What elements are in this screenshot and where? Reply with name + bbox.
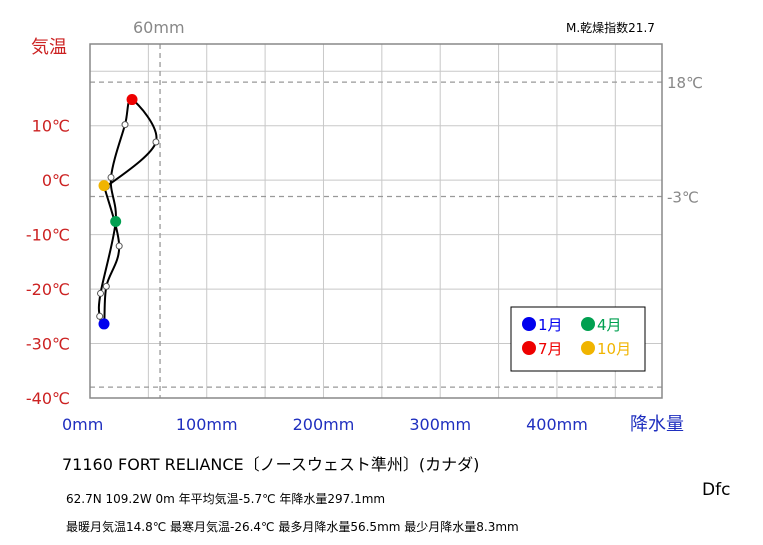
- legend-label-1: 1月: [538, 316, 563, 334]
- x-tick-label: 400mm: [526, 415, 588, 434]
- month-point-12: [102, 282, 110, 290]
- legend-label-10: 10月: [597, 340, 631, 358]
- station-title: 71160 FORT RELIANCE〔ノースウェスト準州〕(カナダ): [62, 455, 480, 474]
- precip-marker-label: 60mm: [133, 18, 185, 37]
- y-tick-label: 0℃: [42, 171, 70, 190]
- month-point-8: [152, 138, 160, 146]
- month-point-5: [107, 173, 115, 181]
- month-points: [96, 94, 160, 330]
- y-tick-label: -20℃: [26, 280, 70, 299]
- climate-curve-path: [97, 98, 158, 327]
- month-point-10: [98, 180, 110, 192]
- legend: 1月 4月 7月 10月: [510, 306, 646, 372]
- x-tick-label: 0mm: [62, 415, 103, 434]
- station-coords: 62.7N 109.2W 0m 年平均気温-5.7℃ 年降水量297.1mm: [66, 492, 386, 506]
- legend-dot-4: [581, 317, 595, 331]
- dryness-index: M.乾燥指数21.7: [566, 20, 655, 35]
- month-point-6: [121, 121, 129, 129]
- month-point-3: [97, 289, 105, 297]
- ref-line-label: -3℃: [667, 188, 699, 206]
- y-tick-label: 10℃: [32, 117, 70, 136]
- month-point-7: [126, 94, 138, 106]
- ref-line-label: 18℃: [667, 74, 703, 92]
- y-tick-label: -10℃: [26, 226, 70, 245]
- y-tick-label: -30℃: [26, 335, 70, 354]
- y-axis-title: 気温: [31, 37, 67, 58]
- legend-dot-10: [581, 341, 595, 355]
- legend-box: [510, 306, 646, 372]
- legend-label-7: 7月: [538, 340, 563, 358]
- climate-curve: [97, 98, 158, 327]
- month-point-1: [98, 318, 110, 330]
- x-tick-label: 200mm: [293, 415, 355, 434]
- month-point-4: [110, 216, 122, 228]
- plot-frame: [89, 43, 663, 399]
- legend-label-4: 4月: [597, 316, 622, 334]
- climate-class: Dfc: [702, 480, 731, 500]
- x-tick-label: 300mm: [409, 415, 471, 434]
- legend-dot-1: [522, 317, 536, 331]
- y-tick-label: -40℃: [26, 389, 70, 408]
- axis-ticks: 0mm 100mm 200mm 300mm 400mm 10℃ 0℃ -10℃ -20℃ -30℃…: [26, 117, 588, 434]
- x-axis-title: 降水量: [630, 414, 684, 435]
- station-extremes: 最暖月気温14.8℃ 最寒月気温-26.4℃ 最多月降水量56.5mm 最少月降…: [66, 520, 519, 534]
- month-point-11: [115, 242, 123, 250]
- legend-dot-7: [522, 341, 536, 355]
- x-tick-label: 100mm: [176, 415, 238, 434]
- reference-lines: 18℃ -3℃: [90, 44, 703, 398]
- month-point-2: [96, 312, 104, 320]
